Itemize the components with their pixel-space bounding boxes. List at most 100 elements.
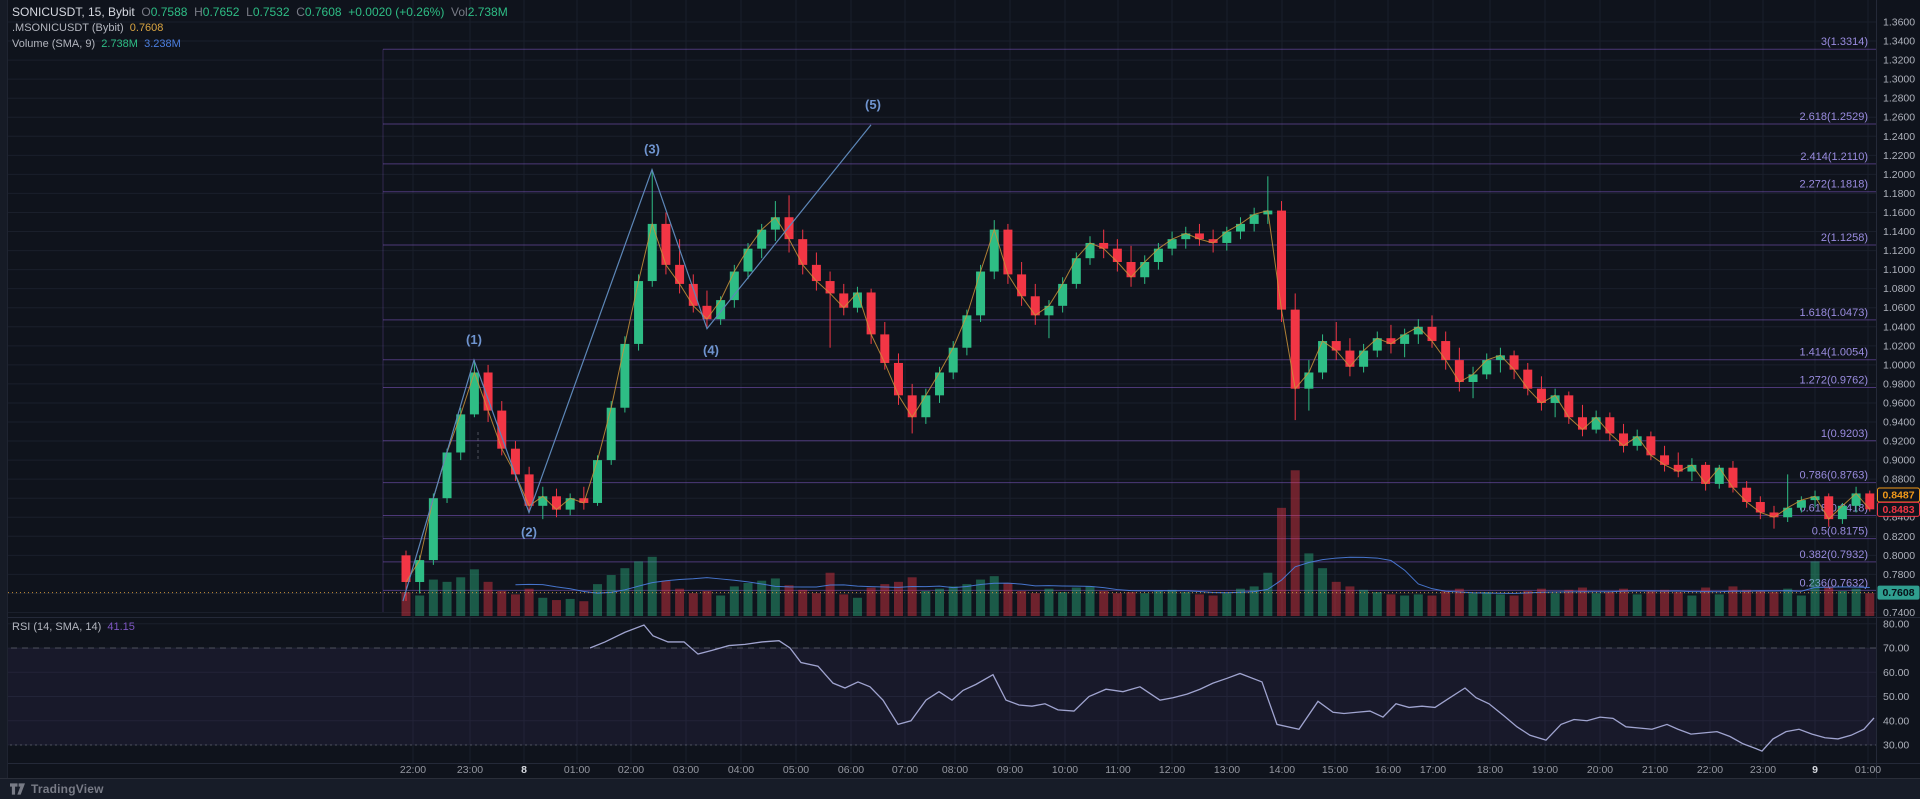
time-axis-labels: 22:00 23:00 8 01:00 02:00 03:00 04:00 05:00 06:0… [400, 764, 1881, 776]
svg-text:02:00: 02:00 [618, 764, 644, 776]
svg-text:08:00: 08:00 [942, 764, 968, 776]
svg-text:06:00: 06:00 [838, 764, 864, 776]
svg-text:18:00: 18:00 [1477, 764, 1503, 776]
rsi-pane [0, 624, 1876, 752]
vol-label: Vol [451, 5, 468, 19]
high-value: 0.7652 [202, 5, 240, 19]
high-label: H [194, 5, 203, 19]
svg-text:(5): (5) [865, 97, 881, 112]
rsi-legend-row[interactable]: RSI (14, SMA, 14) 41.15 [12, 621, 135, 633]
price-axis-labels: 1.3600 1.3400 1.3200 1.3000 1.2800 1.2600 1.24… [1883, 17, 1915, 752]
svg-text:12:00: 12:00 [1159, 764, 1185, 776]
svg-text:2.414(1.2110): 2.414(1.2110) [1800, 151, 1868, 163]
svg-text:1.0600: 1.0600 [1883, 302, 1915, 314]
svg-text:0.236(0.7632): 0.236(0.7632) [1800, 577, 1869, 589]
svg-text:1.1800: 1.1800 [1883, 188, 1915, 200]
svg-text:0.786(0.8763): 0.786(0.8763) [1800, 470, 1869, 482]
svg-text:1.2200: 1.2200 [1883, 150, 1915, 162]
tradingview-brand-name[interactable]: TradingView [31, 782, 104, 796]
svg-text:1.1400: 1.1400 [1883, 226, 1915, 238]
rsi-value: 41.15 [107, 621, 135, 633]
pane-separators[interactable] [0, 0, 1920, 778]
overlay-legend-row[interactable]: .MSONICUSDT (Bybit) 0.7608 [12, 21, 508, 36]
svg-text:1.1600: 1.1600 [1883, 207, 1915, 219]
price-axis-badges: 0.8487 0.8483 0.7608 [1877, 487, 1920, 600]
svg-text:0.7608: 0.7608 [1882, 587, 1914, 599]
close-value: 0.7608 [304, 5, 342, 19]
svg-text:0.8800: 0.8800 [1883, 474, 1915, 486]
svg-text:1(0.9203): 1(0.9203) [1821, 428, 1868, 440]
svg-text:07:00: 07:00 [892, 764, 918, 776]
svg-text:15:00: 15:00 [1322, 764, 1348, 776]
overlay-name[interactable]: .MSONICUSDT (Bybit) [12, 22, 124, 34]
svg-text:0.9200: 0.9200 [1883, 436, 1915, 448]
close-ma-line [405, 209, 1871, 583]
svg-text:0.9800: 0.9800 [1883, 378, 1915, 390]
svg-text:9: 9 [1812, 764, 1818, 776]
svg-text:1.2800: 1.2800 [1883, 93, 1915, 105]
svg-text:1.0800: 1.0800 [1883, 283, 1915, 295]
svg-text:1.2600: 1.2600 [1883, 112, 1915, 124]
overlay-value: 0.7608 [129, 22, 164, 34]
time-axis-scale[interactable] [0, 763, 1876, 778]
price-axis-scale[interactable] [1876, 0, 1920, 763]
svg-text:21:00: 21:00 [1642, 764, 1668, 776]
svg-text:30.00: 30.00 [1883, 740, 1909, 752]
volume-value: 2.738M [101, 38, 138, 50]
volume-indicator-name[interactable]: Volume (SMA, 9) [12, 38, 96, 50]
fib-extension-layer[interactable]: 3(1.3314) 2.618(1.2529) 2.414(1.2110) 2.272… [382, 36, 1876, 612]
low-label: L [246, 5, 253, 19]
svg-text:0.9600: 0.9600 [1883, 397, 1915, 409]
svg-text:0.618(0.8418): 0.618(0.8418) [1800, 503, 1869, 515]
volume-legend-row[interactable]: Volume (SMA, 9) 2.738M 3.238M [12, 37, 508, 52]
volume-layer [401, 470, 1875, 616]
svg-text:22:00: 22:00 [400, 764, 426, 776]
svg-text:1.272(0.9762): 1.272(0.9762) [1800, 375, 1869, 387]
svg-text:10:00: 10:00 [1052, 764, 1078, 776]
svg-text:23:00: 23:00 [1750, 764, 1776, 776]
tradingview-logo-icon[interactable] [10, 782, 25, 796]
svg-text:50.00: 50.00 [1883, 691, 1909, 703]
svg-text:60.00: 60.00 [1883, 667, 1909, 679]
svg-text:0.8200: 0.8200 [1883, 531, 1915, 543]
svg-text:2(1.1258): 2(1.1258) [1821, 232, 1868, 244]
vol-value: 2.738M [467, 5, 508, 19]
svg-text:1.2400: 1.2400 [1883, 131, 1915, 143]
close-label: C [296, 5, 305, 19]
svg-text:8: 8 [521, 764, 527, 776]
low-value: 0.7532 [252, 5, 290, 19]
svg-text:0.7800: 0.7800 [1883, 569, 1915, 581]
svg-text:1.0400: 1.0400 [1883, 321, 1915, 333]
svg-text:2.272(1.1818): 2.272(1.1818) [1800, 179, 1869, 191]
svg-text:04:00: 04:00 [728, 764, 754, 776]
svg-text:0.9000: 0.9000 [1883, 455, 1915, 467]
svg-text:14:00: 14:00 [1269, 764, 1295, 776]
elliott-wave-drawing[interactable]: (1) (2) (3) (4) (5) [402, 97, 881, 602]
svg-text:1.2000: 1.2000 [1883, 169, 1915, 181]
svg-text:23:00: 23:00 [457, 764, 483, 776]
svg-text:09:00: 09:00 [997, 764, 1023, 776]
svg-text:11:00: 11:00 [1105, 764, 1131, 776]
volume-sma-value: 3.238M [144, 38, 181, 50]
svg-text:16:00: 16:00 [1375, 764, 1401, 776]
symbol-title[interactable]: SONICUSDT, 15, Bybit [12, 5, 135, 19]
svg-text:(2): (2) [521, 524, 537, 539]
chart-legend: SONICUSDT, 15, Bybit O0.7588 H0.7652 L0.… [12, 5, 508, 53]
svg-text:17:00: 17:00 [1420, 764, 1446, 776]
left-edge-strip [0, 0, 8, 778]
svg-text:1.0000: 1.0000 [1883, 359, 1915, 371]
open-value: 0.7588 [150, 5, 188, 19]
symbol-legend-row[interactable]: SONICUSDT, 15, Bybit O0.7588 H0.7652 L0.… [12, 5, 508, 20]
svg-text:1.3200: 1.3200 [1883, 55, 1915, 67]
svg-text:22:00: 22:00 [1697, 764, 1723, 776]
svg-text:05:00: 05:00 [783, 764, 809, 776]
rsi-indicator-name[interactable]: RSI (14, SMA, 14) [12, 621, 102, 633]
svg-text:20:00: 20:00 [1587, 764, 1613, 776]
svg-text:70.00: 70.00 [1883, 643, 1909, 655]
svg-text:1.1000: 1.1000 [1883, 264, 1915, 276]
svg-text:1.3400: 1.3400 [1883, 36, 1915, 48]
svg-text:0.382(0.7932): 0.382(0.7932) [1800, 549, 1869, 561]
svg-text:(3): (3) [644, 142, 660, 157]
